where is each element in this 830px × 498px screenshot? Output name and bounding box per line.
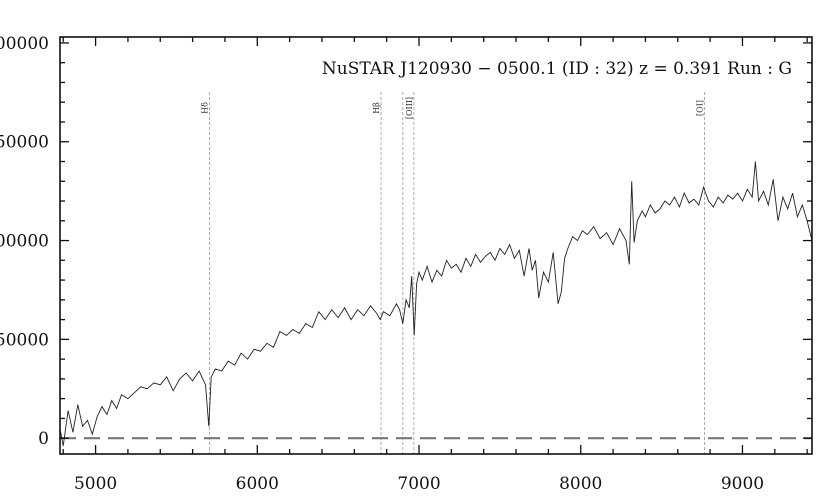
chart-title: NuSTAR J120930 − 0500.1 (ID : 32) z = 0.… [322,59,792,79]
x-tick-label: 6000 [236,474,279,494]
x-tick-labels: 5000 6000 7000 8000 9000 [74,474,764,494]
y-tick-labels: 0 50000 100000 150000 200000 [0,34,49,449]
plot-area-background [60,37,812,454]
emission-line-label: Hδ [201,102,210,114]
emission-line-label: Hβ [372,102,381,114]
y-tick-label: 150000 [0,133,49,153]
x-tick-label: 9000 [721,474,764,494]
plot-frame [59,36,813,455]
axis-ticks [60,37,812,454]
y-tick-label: 100000 [0,232,49,252]
x-tick-label: 7000 [397,474,440,494]
y-tick-label: 200000 [0,34,49,54]
spectrum-series-line [59,161,813,447]
y-tick-label: 50000 [0,330,49,350]
emission-line-label: [OI] [695,100,704,116]
emission-line-markers: Hδ Hβ [OIII] [OI] [201,92,705,454]
x-tick-label: 5000 [74,474,117,494]
x-tick-label: 8000 [559,474,602,494]
emission-line-label: [OIII] [405,97,414,119]
y-tick-label: 0 [38,429,49,449]
